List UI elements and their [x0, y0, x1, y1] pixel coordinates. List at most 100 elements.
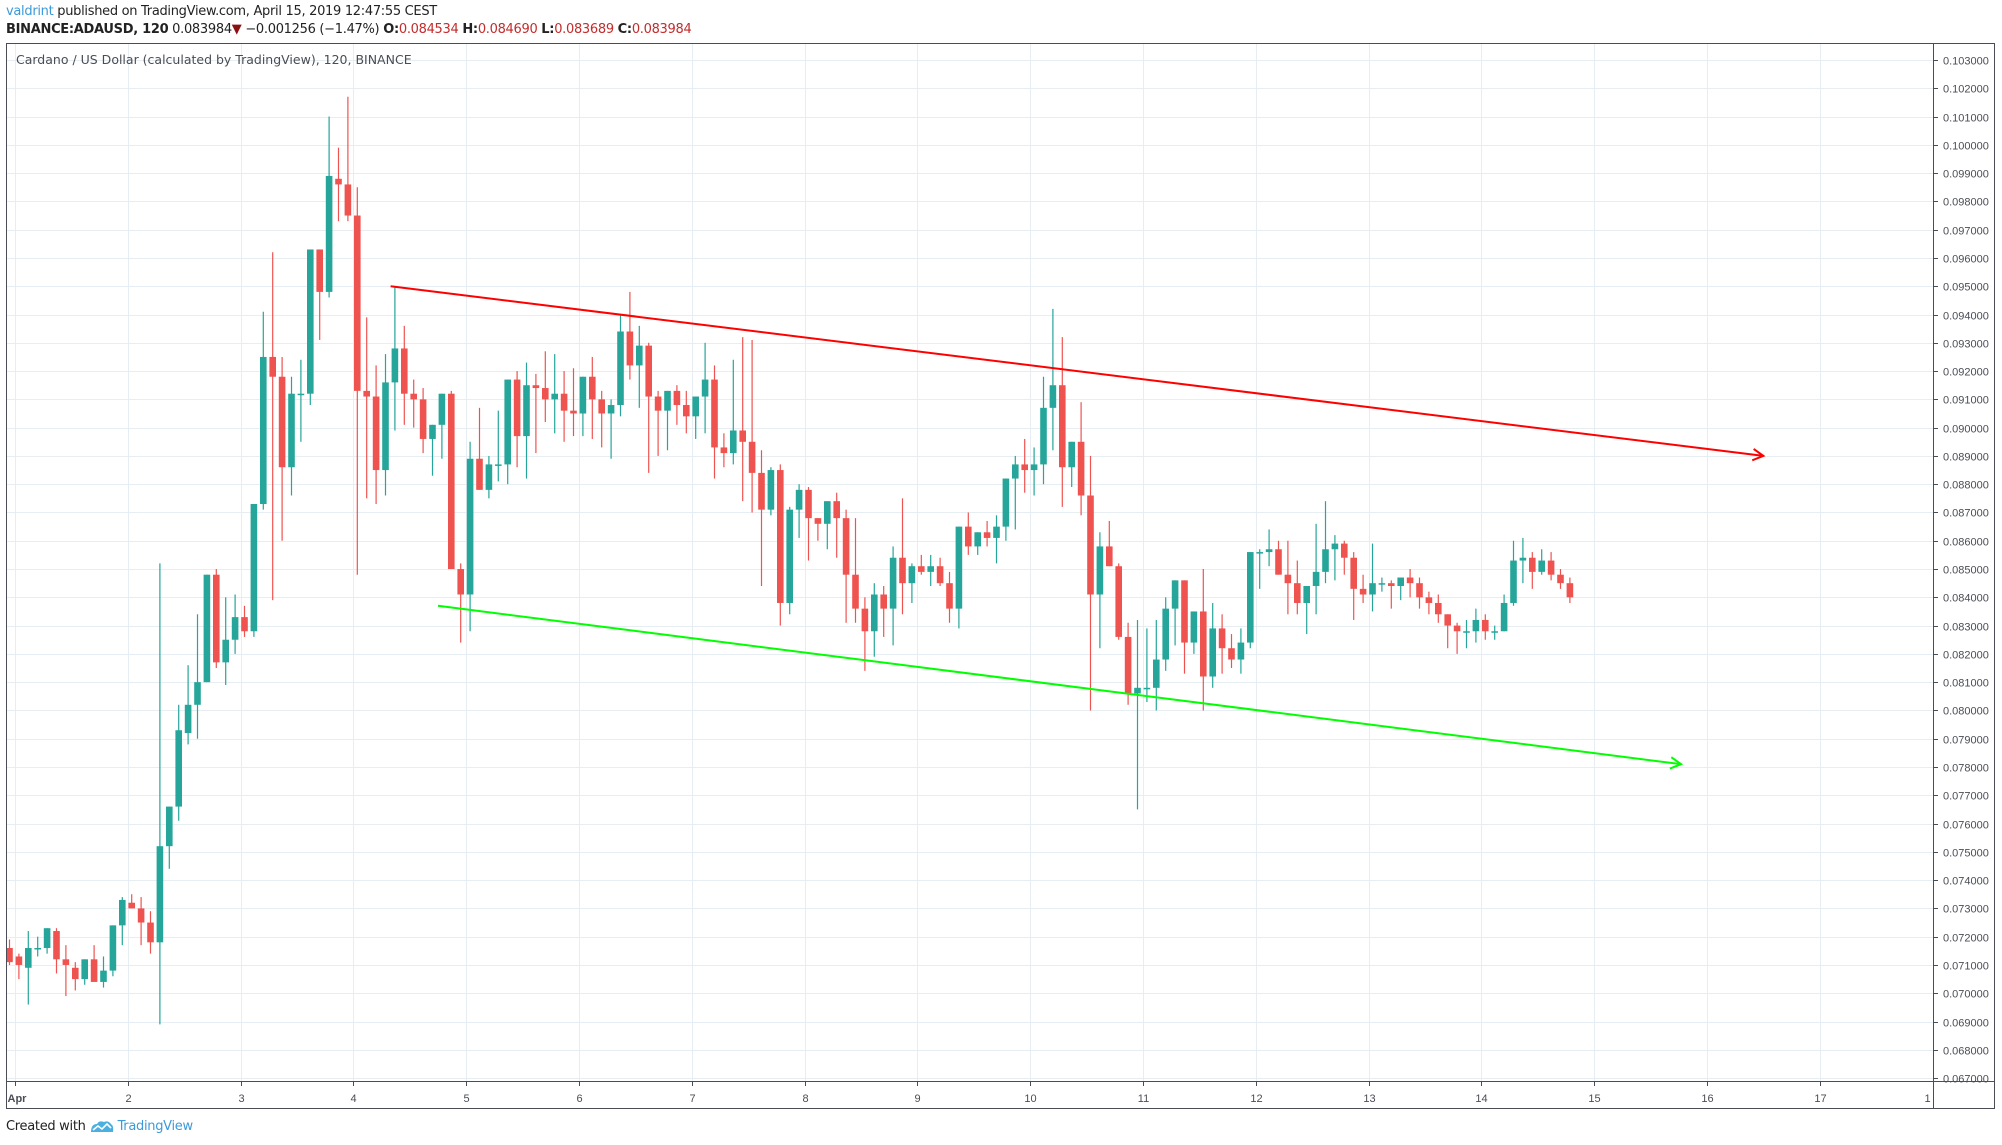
symbol-label: BINANCE:ADAUSD, 120 — [6, 22, 169, 37]
price-tick-label: 0.079000 — [1943, 735, 1989, 747]
candle — [1500, 602, 1508, 632]
candle — [297, 393, 305, 396]
time-tick-label: 4 — [350, 1093, 356, 1105]
candle — [758, 472, 765, 510]
candle — [965, 526, 972, 547]
candle — [175, 730, 182, 807]
price-axis[interactable]: 0.103000 0.102000 0.101000 0.100000 0.099000… — [1933, 56, 1989, 1086]
candle — [927, 566, 934, 572]
price-tick-label: 0.087000 — [1943, 508, 1989, 520]
candle — [1040, 407, 1047, 465]
candle — [908, 566, 916, 584]
time-tick-label: 15 — [1588, 1093, 1600, 1105]
price-tick-label: 0.088000 — [1943, 480, 1989, 492]
price-tick-label: 0.096000 — [1943, 254, 1989, 266]
time-tick-label: Apr — [8, 1093, 28, 1105]
candle — [25, 947, 32, 968]
price-tick-label: 0.085000 — [1943, 565, 1989, 577]
time-tick-label: 13 — [1363, 1093, 1375, 1105]
candle — [852, 574, 859, 609]
time-tick-label: 7 — [689, 1093, 695, 1105]
candle — [683, 405, 690, 417]
candle — [1124, 636, 1132, 694]
candle — [1106, 546, 1113, 567]
candle — [523, 385, 530, 437]
candle — [90, 959, 98, 982]
support-trendline[interactable] — [437, 604, 1682, 766]
time-axis[interactable]: Apr 2 3 4 5 6 7 8 9 10 11 12 13 14 15 16 17 1 — [8, 1081, 1934, 1105]
time-tick-label: 6 — [576, 1093, 582, 1105]
candle — [974, 532, 981, 547]
candle — [260, 356, 267, 504]
price-tick-label: 0.071000 — [1943, 961, 1989, 973]
candle — [1153, 659, 1160, 688]
open-value: 0.084534 — [398, 22, 459, 37]
chart-title: Cardano / US Dollar (calculated by Tradi… — [16, 52, 412, 67]
price-tick-label: 0.100000 — [1943, 141, 1989, 153]
chart-frame — [6, 43, 1995, 1082]
candle — [1519, 557, 1527, 561]
candle — [203, 574, 211, 683]
candle — [946, 583, 953, 609]
author-link[interactable]: valdrint — [6, 4, 54, 19]
candle — [748, 441, 756, 473]
support-arrowhead-icon — [1669, 756, 1684, 770]
time-tick-label: 9 — [914, 1093, 920, 1105]
candle — [401, 348, 408, 394]
price-tick-label: 0.073000 — [1943, 904, 1989, 916]
price-tick-label: 0.083000 — [1943, 622, 1989, 634]
candle — [137, 908, 145, 923]
candle — [532, 385, 540, 389]
candle — [1303, 586, 1310, 603]
resistance-trendline[interactable] — [390, 285, 1764, 457]
candle — [711, 379, 718, 448]
time-tick-label: 10 — [1024, 1093, 1036, 1105]
candle — [147, 922, 154, 943]
price-tick-label: 0.077000 — [1943, 791, 1989, 803]
published-text: published on TradingView.com, April 15, … — [53, 4, 437, 19]
candle — [720, 447, 728, 454]
candle — [62, 959, 70, 965]
time-tick-label: 8 — [802, 1093, 808, 1105]
candle — [1096, 546, 1104, 595]
candle — [222, 639, 229, 663]
down-arrow-icon: ▼ — [231, 22, 242, 37]
candle — [1416, 583, 1423, 598]
candle — [842, 518, 850, 575]
candle — [1397, 577, 1404, 587]
trendlines[interactable] — [390, 285, 1766, 770]
candle — [325, 175, 333, 292]
candle — [6, 947, 13, 963]
candle — [824, 501, 831, 524]
price-tick-label: 0.102000 — [1943, 84, 1989, 96]
close-value: 0.083984 — [631, 22, 692, 37]
candle — [1312, 571, 1320, 587]
candle — [673, 390, 681, 406]
candle — [645, 345, 652, 397]
candle — [692, 396, 699, 417]
candle — [560, 393, 568, 411]
candle — [993, 526, 1000, 538]
price-tick-label: 0.074000 — [1943, 876, 1989, 888]
candle — [156, 846, 164, 943]
candle — [476, 458, 483, 490]
candle — [43, 928, 51, 948]
price-tick-label: 0.076000 — [1943, 820, 1989, 832]
candle — [1171, 580, 1179, 609]
candle — [1557, 574, 1564, 584]
tradingview-link[interactable]: TradingView — [117, 1119, 194, 1134]
candle — [654, 396, 662, 411]
candle — [814, 518, 822, 524]
candle — [429, 424, 436, 439]
candle — [1275, 549, 1282, 575]
candle — [344, 184, 352, 216]
candle — [184, 704, 192, 734]
candle — [231, 617, 239, 640]
candle — [53, 931, 60, 960]
candle — [504, 379, 511, 465]
candle — [15, 956, 23, 965]
candle — [438, 393, 446, 425]
candle — [1218, 628, 1226, 649]
candle — [288, 393, 295, 468]
